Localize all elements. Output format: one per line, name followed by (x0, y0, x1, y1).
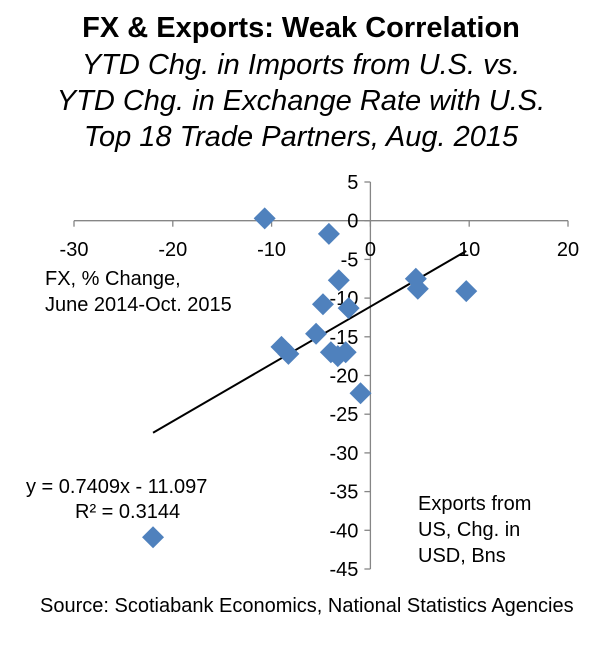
data-point (455, 280, 478, 303)
x-tick-label: 10 (458, 239, 480, 261)
x-tick-label: 20 (557, 239, 579, 261)
y-tick-label: -5 (341, 249, 359, 271)
y-tick-label: -45 (329, 559, 358, 581)
y-tick-label: -15 (329, 327, 358, 349)
x-tick-label: -10 (257, 239, 286, 261)
x-tick-label: -20 (158, 239, 187, 261)
trendline-equation: y = 0.7409x - 11.097 (26, 476, 208, 498)
y-tick-label: -35 (329, 482, 358, 504)
data-point (317, 222, 340, 245)
data-point (406, 277, 429, 300)
x-tick-label: -30 (60, 239, 89, 261)
y-tick-label: 5 (347, 172, 358, 194)
chart-subtitle-line-3: Top 18 Trade Partners, Aug. 2015 (83, 121, 519, 153)
data-point (305, 322, 328, 345)
y-tick-label: -30 (329, 443, 358, 465)
y-tick-label: -40 (329, 520, 358, 542)
y-tick-label: -25 (329, 404, 358, 426)
data-point (277, 342, 300, 365)
chart-title: FX & Exports: Weak Correlation (82, 12, 520, 44)
data-point (253, 207, 276, 230)
data-point (349, 382, 372, 405)
source-note: Source: Scotiabank Economics, National S… (40, 595, 574, 617)
y-tick-label: 0 (347, 211, 358, 233)
y-axis-label: Exports from US, Chg. in USD, Bns (418, 493, 532, 567)
data-point (337, 297, 360, 320)
trendline-r-squared: R² = 0.3144 (75, 501, 181, 523)
x-axis-label: FX, % Change, June 2014-Oct. 2015 (45, 268, 232, 316)
data-point (334, 341, 357, 364)
y-tick-label: -20 (329, 366, 358, 388)
data-point (327, 269, 350, 292)
chart-subtitle-line-1: YTD Chg. in Imports from U.S. vs. (81, 49, 521, 81)
chart-subtitle-line-2: YTD Chg. in Exchange Rate with U.S. (56, 85, 546, 117)
data-point (142, 526, 165, 549)
data-point (311, 293, 334, 316)
x-tick-label: 0 (365, 239, 376, 261)
